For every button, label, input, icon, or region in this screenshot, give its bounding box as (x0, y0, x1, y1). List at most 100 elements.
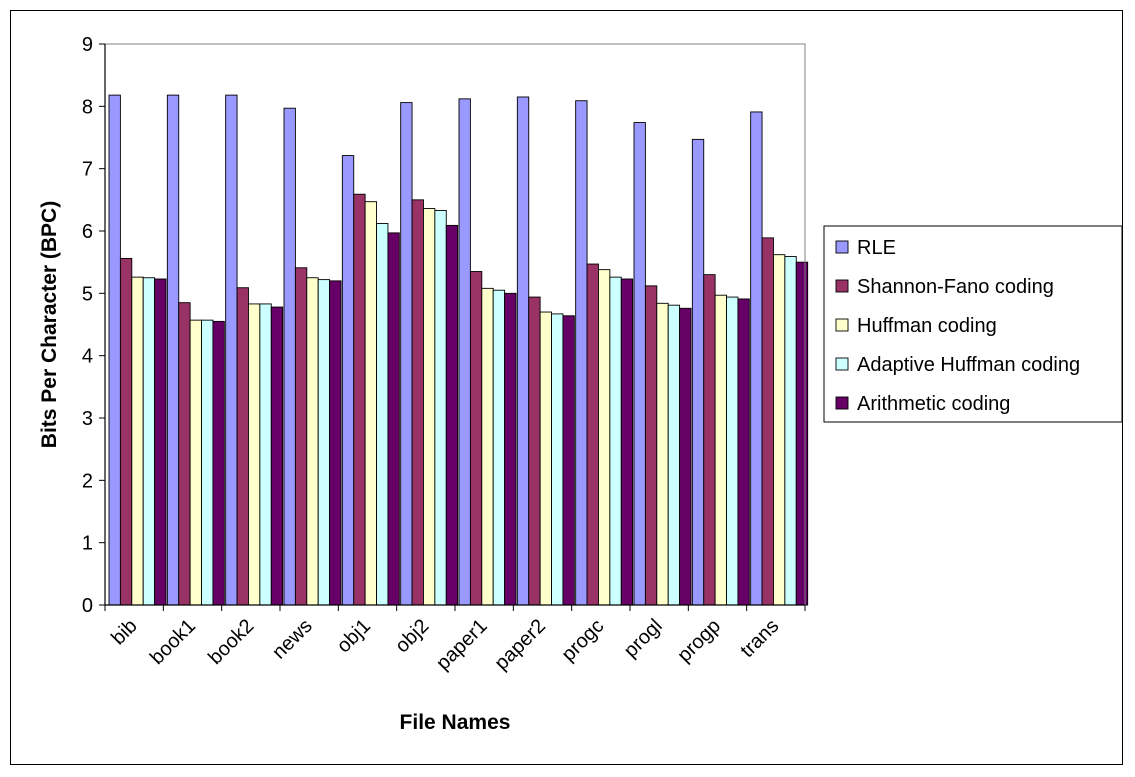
bar-bib-0 (108, 94, 121, 606)
bar-progl-3 (667, 304, 681, 606)
bar-paper1-2 (481, 287, 494, 606)
bar-paper2-1 (528, 296, 541, 606)
bar-trans-0 (750, 111, 763, 606)
bar-news-2 (306, 277, 319, 606)
bar-book2-4 (270, 306, 284, 606)
bar-progc-1 (586, 263, 599, 606)
bar-trans-4 (795, 261, 809, 606)
bar-paper1-4 (504, 292, 517, 606)
bar-progp-1 (703, 274, 716, 606)
legend-swatch-4 (835, 396, 849, 410)
bar-paper1-0 (458, 98, 471, 606)
x-tick-label-news: news (268, 615, 317, 664)
bar-bib-2 (131, 276, 144, 606)
y-tick-label: 4 (82, 346, 93, 368)
bar-bib-1 (119, 257, 133, 606)
bar-trans-2 (773, 254, 786, 606)
bar-book1-2 (189, 319, 202, 606)
x-tick-label-progl: progl (620, 615, 667, 662)
x-tick-label-trans: trans (736, 615, 783, 662)
legend-label-3: Adaptive Huffman coding (857, 354, 1080, 376)
y-ticks-group: 0 1 2 3 4 5 6 7 8 9 (82, 34, 105, 617)
bar-news-1 (294, 267, 308, 606)
legend-box (823, 225, 1123, 423)
x-tick-label-paper2: paper2 (490, 615, 550, 675)
bar-book1-0 (166, 94, 180, 606)
bar-news-4 (329, 280, 342, 606)
legend-label-1: Shannon-Fano coding (857, 276, 1054, 298)
bar-progl-1 (644, 285, 658, 606)
bar-trans-1 (761, 237, 774, 606)
x-tick-label-progc: progc (557, 615, 608, 666)
bar-progl-0 (633, 122, 646, 606)
bar-paper2-3 (551, 313, 564, 606)
bar-paper2-0 (516, 96, 530, 606)
y-tick-label: 3 (82, 408, 93, 430)
bars-group (108, 94, 809, 606)
bar-obj2-4 (445, 224, 459, 606)
legend-swatch-0 (835, 240, 849, 254)
bar-progp-3 (726, 296, 739, 606)
legend-swatch-3 (835, 357, 849, 371)
y-tick-label: 7 (82, 159, 93, 181)
bar-obj2-2 (423, 208, 436, 606)
bar-trans-3 (784, 256, 797, 606)
bar-progp-4 (737, 298, 750, 606)
legend-label-4: Arithmetic coding (857, 393, 1010, 415)
bar-news-0 (283, 107, 296, 606)
bar-progc-2 (598, 269, 611, 606)
legend-swatch-2 (835, 318, 849, 332)
bar-progl-2 (656, 302, 669, 606)
y-tick-label: 0 (82, 595, 93, 617)
bar-bib-3 (142, 277, 156, 606)
bar-paper2-2 (539, 311, 552, 606)
x-tick-label-progp: progp (673, 615, 725, 667)
bar-bib-4 (154, 278, 167, 606)
x-axis-title: File Names (400, 711, 511, 734)
bar-book2-1 (236, 287, 249, 606)
bar-obj1-1 (353, 193, 366, 606)
bar-book2-3 (259, 303, 272, 606)
x-tick-label-book2: book2 (204, 615, 258, 669)
bar-progc-3 (609, 276, 622, 606)
bar-obj1-4 (387, 232, 400, 606)
bar-book1-3 (201, 319, 214, 606)
bar-obj1-2 (364, 201, 377, 606)
x-tick-label-bib: bib (107, 615, 141, 649)
y-tick-label: 9 (82, 34, 93, 56)
bar-paper2-4 (562, 315, 575, 606)
bar-book1-1 (178, 302, 191, 606)
bar-obj1-3 (376, 223, 389, 606)
bar-obj2-1 (411, 199, 424, 606)
y-tick-label: 5 (82, 283, 93, 305)
x-tick-label-obj1: obj1 (333, 615, 375, 657)
bar-progp-2 (714, 294, 727, 606)
x-tick-label-paper1: paper1 (432, 615, 492, 675)
bar-progp-0 (691, 138, 705, 606)
legend: RLE Shannon-Fano coding Huffman coding Adap… (823, 225, 1123, 423)
y-tick-label: 2 (82, 470, 93, 492)
bar-book1-4 (212, 320, 225, 606)
bar-paper1-3 (492, 289, 506, 606)
x-tick-label-obj2: obj2 (391, 615, 433, 657)
bar-obj2-0 (400, 102, 413, 606)
y-tick-label: 6 (82, 221, 93, 243)
bar-obj2-3 (434, 209, 447, 606)
legend-label-0: RLE (857, 237, 896, 259)
legend-swatch-1 (835, 279, 849, 293)
bar-progl-4 (679, 307, 692, 606)
y-axis-title: Bits Per Character (BPC) (38, 201, 61, 448)
y-tick-label: 1 (82, 533, 93, 555)
y-tick-label: 8 (82, 96, 93, 118)
bar-news-3 (317, 279, 331, 606)
bar-book2-0 (225, 94, 238, 606)
legend-label-2: Huffman coding (857, 315, 997, 337)
bar-obj1-0 (341, 155, 355, 606)
bar-book2-2 (248, 303, 261, 606)
bar-progc-0 (575, 100, 588, 606)
x-tick-label-book1: book1 (146, 615, 200, 669)
bar-progc-4 (620, 278, 634, 606)
bar-paper1-1 (469, 271, 483, 606)
